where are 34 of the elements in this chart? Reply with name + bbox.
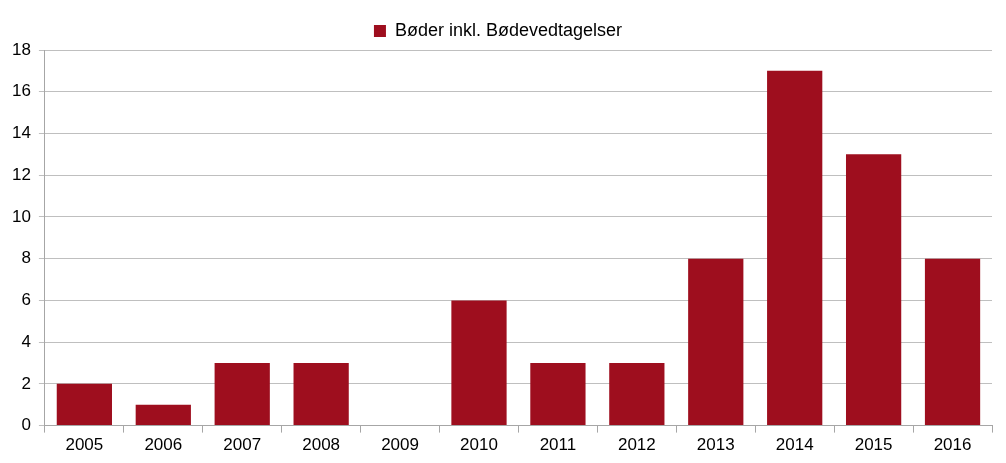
y-tick-label: 2 [21,373,31,393]
y-tick-label: 8 [21,248,31,268]
y-tick-label: 0 [21,415,31,435]
y-tick-label: 10 [11,206,31,226]
y-tick-label: 14 [11,123,31,143]
bar [688,258,744,426]
x-tick-label: 2008 [302,435,341,455]
bar [214,363,270,426]
y-tick-label: 12 [11,164,31,184]
x-tick-label: 2010 [460,435,498,455]
y-tick-label: 6 [21,290,31,310]
x-tick-label: 2012 [617,435,656,455]
x-tick-label: 2015 [854,435,893,455]
bar [924,258,981,426]
bar [530,363,586,426]
bar [609,363,665,426]
bar [135,404,191,426]
x-tick-label: 2011 [539,435,577,455]
y-tick-label: 18 [11,39,31,59]
x-tick-label: 2005 [65,435,104,455]
y-tick-label: 16 [11,81,31,101]
bar [451,300,507,426]
x-tick-label: 2013 [696,435,735,455]
bar [56,383,112,426]
x-tick-label: 2009 [381,435,419,455]
bar [767,70,823,426]
x-tick-label: 2014 [775,435,814,455]
bar [293,363,349,426]
y-tick-label: 4 [21,331,31,351]
bar [845,154,902,426]
x-tick-label: 2007 [223,435,262,455]
x-tick-label: 2006 [144,435,183,455]
x-tick-label: 2016 [933,435,972,455]
legend-label: Bøder inkl. Bødevedtagelser [394,19,623,40]
